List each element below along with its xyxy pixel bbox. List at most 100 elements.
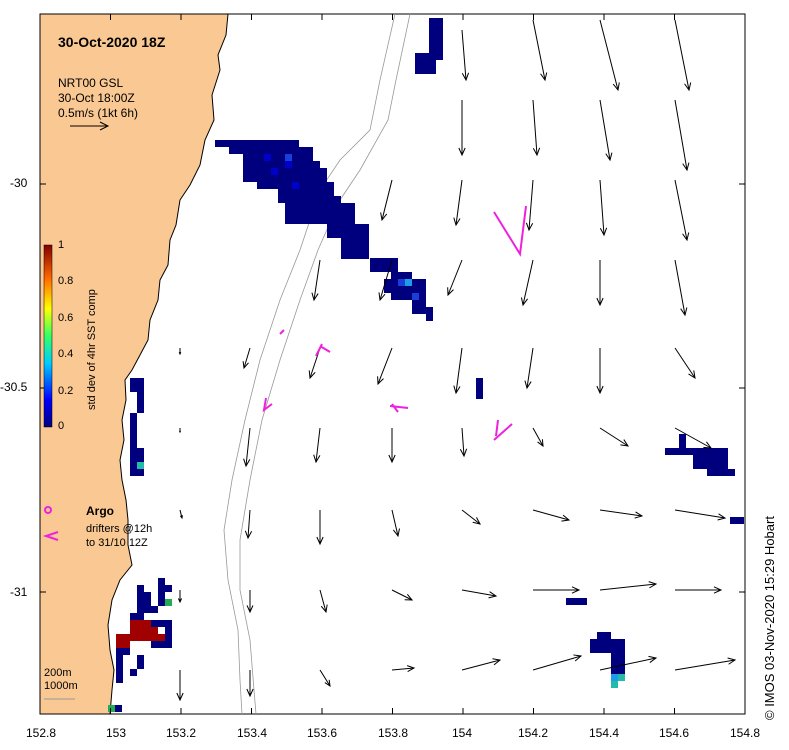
sst-pixel xyxy=(215,140,222,147)
x-tick-label: 154.6 xyxy=(659,726,690,740)
sst-pixel xyxy=(391,286,398,293)
sst-pixel xyxy=(306,217,313,224)
sst-pixel xyxy=(341,217,348,224)
sst-pixel xyxy=(334,203,341,210)
sst-pixel xyxy=(341,224,348,231)
current-vector-head xyxy=(532,147,541,157)
sst-stddev-field xyxy=(108,18,744,712)
current-vector xyxy=(461,29,467,81)
sst-pixel xyxy=(362,231,369,238)
sst-pixel xyxy=(285,217,292,224)
sst-pixel xyxy=(137,378,144,385)
product-line: NRT00 GSL xyxy=(58,76,124,90)
axis-ticks xyxy=(39,14,746,714)
current-vector-head xyxy=(634,511,644,519)
sst-pixel xyxy=(348,252,355,259)
sst-pixel xyxy=(348,210,355,217)
sst-pixel xyxy=(158,634,165,641)
sst-pixel xyxy=(116,655,123,662)
sst-pixel xyxy=(292,140,299,147)
sst-pixel xyxy=(285,161,292,168)
sst-pixel xyxy=(320,189,327,196)
current-vector xyxy=(532,427,544,447)
sst-pixel xyxy=(618,639,625,646)
sst-pixel xyxy=(714,448,721,455)
sst-pixel xyxy=(313,168,320,175)
drifter-track xyxy=(262,397,273,413)
sst-pixel xyxy=(292,196,299,203)
sst-pixel xyxy=(264,140,271,147)
current-vector-head xyxy=(461,72,470,82)
current-vector-head xyxy=(392,528,400,538)
argo-legend: Argo xyxy=(86,504,114,518)
current-vector xyxy=(532,99,538,156)
sst-pixel xyxy=(130,427,137,434)
sst-pixel xyxy=(597,646,604,653)
sst-pixel xyxy=(355,252,362,259)
sst-pixel xyxy=(412,293,419,300)
current-vector xyxy=(599,657,657,671)
sst-pixel xyxy=(370,258,377,265)
sst-pixel xyxy=(299,182,306,189)
sst-pixel xyxy=(573,598,580,605)
sst-pixel xyxy=(306,203,313,210)
sst-pixel xyxy=(264,175,271,182)
current-vector xyxy=(674,347,696,379)
sst-pixel xyxy=(707,462,714,469)
current-vector-head xyxy=(242,361,249,370)
x-tick-label: 153.4 xyxy=(237,726,268,740)
land-mass xyxy=(39,13,229,715)
x-tick-label: 152.8 xyxy=(26,726,57,740)
current-vector-head xyxy=(404,593,414,601)
sst-pixel xyxy=(730,517,737,524)
sst-pixel xyxy=(604,632,611,639)
sst-pixel xyxy=(429,25,436,32)
sst-pixel xyxy=(476,392,483,399)
current-vector xyxy=(599,583,657,591)
sst-pixel xyxy=(130,669,137,676)
sst-pixel xyxy=(320,175,327,182)
current-vector-head xyxy=(596,385,604,395)
sst-pixel xyxy=(429,46,436,53)
current-vector xyxy=(674,259,686,316)
sst-pixel xyxy=(348,238,355,245)
sst-pixel xyxy=(257,182,264,189)
current-vector-head xyxy=(682,162,690,172)
sst-pixel xyxy=(700,455,707,462)
sst-pixel xyxy=(158,578,165,585)
bathy-1000m xyxy=(239,13,411,715)
sst-pixel xyxy=(285,210,292,217)
sst-pixel xyxy=(334,217,341,224)
sst-pixel xyxy=(341,210,348,217)
sst-pixel xyxy=(116,634,123,641)
colorbar xyxy=(43,244,53,428)
sst-pixel xyxy=(130,455,137,462)
sst-pixel xyxy=(327,224,334,231)
sst-pixel xyxy=(384,279,391,286)
argo-float-icon xyxy=(44,506,52,514)
sst-pixel xyxy=(384,258,391,265)
sst-pixel xyxy=(243,161,250,168)
sst-pixel xyxy=(130,385,137,392)
current-vector xyxy=(599,509,643,517)
colorbar-tick: 0.6 xyxy=(58,312,74,324)
sst-pixel xyxy=(137,613,144,620)
sst-pixel xyxy=(320,203,327,210)
current-vector-head xyxy=(447,287,454,297)
current-vector xyxy=(379,259,393,301)
sst-pixel xyxy=(278,147,285,154)
sst-pixel xyxy=(714,462,721,469)
sst-pixel xyxy=(611,639,618,646)
sst-pixel xyxy=(299,168,306,175)
sst-pixel xyxy=(158,592,165,599)
sst-pixel xyxy=(229,147,236,154)
x-tick-label: 153.6 xyxy=(307,726,338,740)
sst-pixel xyxy=(721,462,728,469)
sst-pixel xyxy=(278,175,285,182)
sst-pixel xyxy=(618,674,625,681)
current-vector-head xyxy=(537,439,544,448)
sst-pixel xyxy=(362,238,369,245)
sst-pixel xyxy=(412,279,419,286)
sst-pixel xyxy=(285,182,292,189)
